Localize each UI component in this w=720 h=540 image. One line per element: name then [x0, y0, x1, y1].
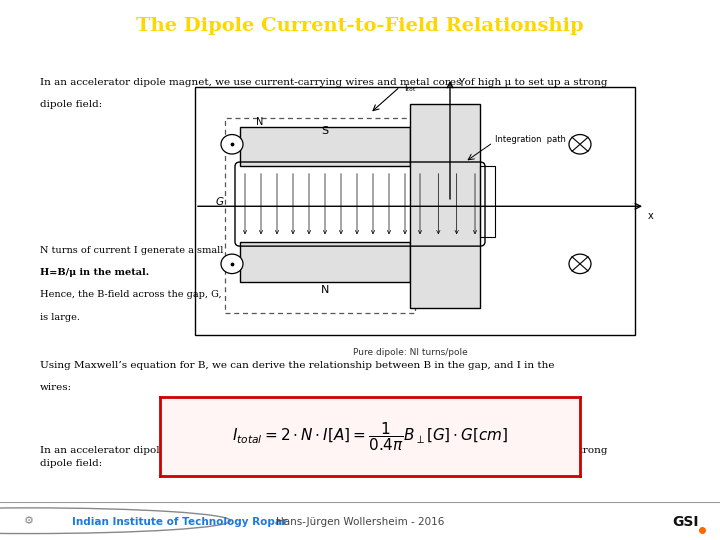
Text: ⚙: ⚙	[24, 516, 34, 526]
Text: G: G	[216, 197, 224, 207]
Text: Pure dipole: NI turns/pole: Pure dipole: NI turns/pole	[353, 348, 467, 357]
Text: wires:: wires:	[40, 383, 72, 393]
Text: The Dipole Current-to-Field Relationship: The Dipole Current-to-Field Relationship	[136, 17, 584, 35]
Text: $I_{total} = 2 \cdot N \cdot I[A] = \dfrac{1}{0.4\pi} B_{\perp}[G] \cdot G[cm]$: $I_{total} = 2 \cdot N \cdot I[A] = \dfr…	[232, 420, 508, 453]
Text: H=B/μ in the metal.: H=B/μ in the metal.	[40, 268, 149, 277]
Bar	[240, 126, 410, 166]
Text: x: x	[648, 211, 654, 221]
Text: N turns of current I generate a small: N turns of current I generate a small	[40, 246, 223, 255]
Text: Using Maxwell’s equation for B, we can derive the relationship between B in the : Using Maxwell’s equation for B, we can d…	[40, 361, 554, 370]
Text: Y: Y	[458, 78, 464, 88]
Circle shape	[221, 254, 243, 274]
Circle shape	[221, 134, 243, 154]
Text: GSI: GSI	[672, 515, 698, 529]
Text: dipole field:: dipole field:	[40, 100, 102, 109]
Text: Integration  path: Integration path	[495, 136, 566, 144]
Bar	[225, 118, 415, 313]
Bar	[480, 166, 495, 237]
Bar	[410, 104, 480, 308]
Text: Iₜₒₜ: Iₜₒₜ	[404, 84, 416, 93]
Text: In an accelerator dipole magnet, we use current-carrying wires and metal cores o: In an accelerator dipole magnet, we use …	[40, 78, 608, 87]
Text: N: N	[256, 117, 264, 127]
Text: N: N	[321, 286, 329, 295]
Text: Hence, the B‑field across the gap, G,: Hence, the B‑field across the gap, G,	[40, 291, 222, 299]
Text: is large.: is large.	[40, 313, 80, 321]
Bar	[240, 242, 410, 281]
Text: Hans-Jürgen Wollersheim - 2016: Hans-Jürgen Wollersheim - 2016	[276, 517, 444, 526]
Text: S: S	[321, 126, 328, 136]
Text: Indian Institute of Technology Ropar: Indian Institute of Technology Ropar	[72, 517, 287, 526]
Circle shape	[569, 254, 591, 274]
Circle shape	[569, 134, 591, 154]
Text: In an accelerator dipole magnet, we use current-carrying wires and metal cores o: In an accelerator dipole magnet, we use …	[40, 446, 608, 468]
